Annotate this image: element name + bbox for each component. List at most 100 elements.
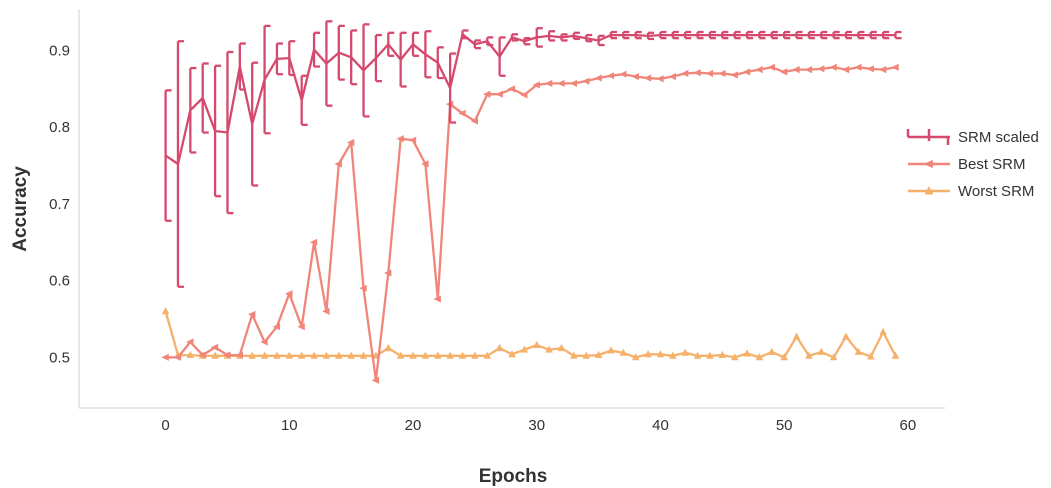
data-point [644,350,652,358]
data-point [520,345,529,353]
data-point [483,351,491,359]
data-point [681,348,689,356]
data-point [681,69,689,77]
data-point [594,74,602,82]
data-point [867,352,875,360]
data-point [198,351,206,359]
data-point [508,350,516,358]
data-point [557,343,566,352]
data-point [532,81,540,89]
series-line [164,33,896,166]
data-point [706,351,714,359]
y-tick-label: 0.7 [49,196,70,213]
data-point [297,351,306,359]
data-point [186,350,195,358]
data-point [507,85,516,93]
data-point [211,351,219,359]
data-point [891,351,900,359]
series-line [164,310,897,359]
legend-marker [924,186,934,195]
data-point [656,75,664,83]
data-point [631,353,640,361]
data-point [322,351,331,359]
data-point [705,69,714,77]
data-point [272,323,281,331]
data-point [173,353,182,361]
data-point [841,66,850,74]
series-best-srm [161,63,899,384]
data-point [817,65,825,73]
data-point [347,351,355,359]
data-point [458,351,467,359]
data-point [335,351,343,359]
data-point [223,351,231,359]
data-point [693,351,702,359]
data-point [804,66,813,74]
data-point [891,63,899,71]
y-axis-title: Accuracy [10,166,31,252]
data-point [878,66,887,74]
legend-label: Best SRM [958,156,1026,173]
data-point [495,90,503,98]
data-point [755,66,763,74]
x-tick-label: 10 [281,417,298,434]
y-tick-label: 0.6 [49,273,70,290]
data-point [569,79,577,87]
data-point [879,327,887,335]
data-point [743,349,751,357]
x-tick-label: 20 [405,417,422,434]
data-point [545,345,553,353]
data-point [533,340,541,348]
series-layer [161,20,902,384]
data-point [669,351,677,359]
data-point [780,353,788,361]
data-point [285,290,293,298]
data-point [408,136,417,144]
data-point [730,71,738,79]
x-tick-label: 50 [776,417,793,434]
data-point [668,73,676,81]
x-tick-label: 30 [528,417,545,434]
data-point [322,307,330,315]
series-line [165,66,896,382]
legend-label: SRM scaled [958,129,1039,146]
data-point [656,350,665,358]
legend-item: SRM scaled [906,129,1039,146]
data-point [285,351,294,359]
data-point [186,338,194,346]
data-point [619,70,627,78]
data-point [434,351,442,359]
data-point [210,343,219,351]
data-point [471,351,479,359]
data-point [334,160,342,168]
data-point [805,351,813,359]
data-point [470,117,478,125]
x-tick-label: 60 [900,417,917,434]
data-point [570,351,578,359]
data-point [446,351,454,359]
legend-item: Worst SRM [908,183,1034,200]
y-tick-label: 0.9 [49,42,70,59]
data-point [359,351,368,359]
data-point [767,63,775,71]
data-point [384,269,392,277]
y-tick-label: 0.8 [49,119,70,136]
data-point [631,73,639,81]
data-point [248,351,256,359]
data-point [409,351,417,359]
data-point [520,91,528,99]
data-point [854,63,862,71]
tick-labels: 0 10 20 30 40 50 60 0.5 0.6 0.7 0.8 0.9 [49,42,916,434]
data-point [557,79,565,87]
data-point [582,77,590,85]
data-point [780,68,788,76]
series-srm-scaled [164,20,902,288]
data-point [297,323,305,331]
x-tick-label: 0 [161,417,169,434]
data-point [643,74,652,82]
data-point [235,351,243,359]
data-point [829,63,837,71]
data-point [755,353,764,361]
data-point [273,351,281,359]
